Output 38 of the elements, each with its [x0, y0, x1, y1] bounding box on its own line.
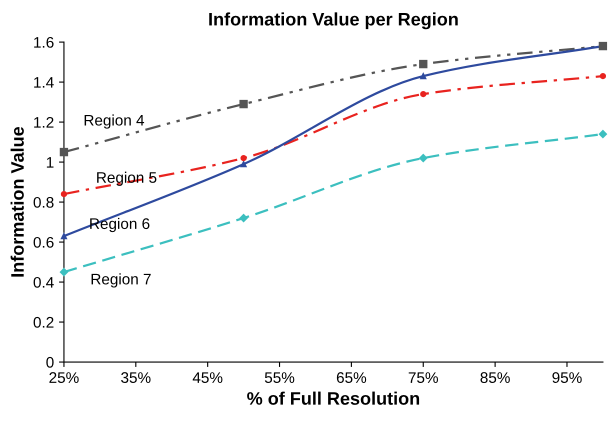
y-tick-label: 1.4 — [34, 77, 54, 88]
point — [60, 268, 68, 276]
point — [419, 60, 428, 68]
x-tick-label: 35% — [121, 372, 151, 384]
x-tick-label: 75% — [408, 372, 438, 384]
x-tick-label: 85% — [480, 372, 510, 384]
point — [60, 232, 68, 240]
series-label: Region 7 — [92, 273, 151, 288]
point — [598, 130, 608, 138]
y-tick-label: 1 — [46, 157, 54, 168]
y-tick-label: 0 — [46, 356, 54, 368]
series-label: Region 4 — [84, 114, 144, 129]
point — [60, 148, 68, 156]
x-tick-label: 95% — [552, 372, 582, 384]
y-tick-label: 1.2 — [34, 116, 54, 128]
series-label: Region 6 — [90, 218, 150, 232]
point — [60, 190, 68, 198]
point — [419, 154, 428, 162]
point — [420, 90, 426, 98]
y-tick-label: 0.2 — [34, 316, 54, 328]
y-axis-title: Information Value — [10, 126, 24, 277]
x-tick-label: 45% — [192, 372, 222, 384]
point — [239, 100, 248, 108]
x-tick-label: 55% — [264, 372, 294, 384]
y-tick-label: 1.6 — [34, 36, 54, 48]
point — [420, 72, 426, 80]
point — [600, 72, 606, 80]
point — [239, 214, 248, 222]
x-tick-label: 25% — [49, 372, 79, 384]
chart-title: Information Value per Region — [209, 12, 458, 30]
point — [240, 160, 247, 168]
point — [240, 154, 247, 162]
y-tick-label: 0.4 — [34, 276, 54, 288]
x-axis-title: % of Full Resolution — [247, 392, 420, 405]
series-label: Region 5 — [97, 172, 156, 186]
y-tick-label: 0.6 — [34, 236, 54, 248]
y-tick-label: 0.8 — [34, 196, 54, 208]
x-tick-label: 65% — [336, 372, 366, 384]
